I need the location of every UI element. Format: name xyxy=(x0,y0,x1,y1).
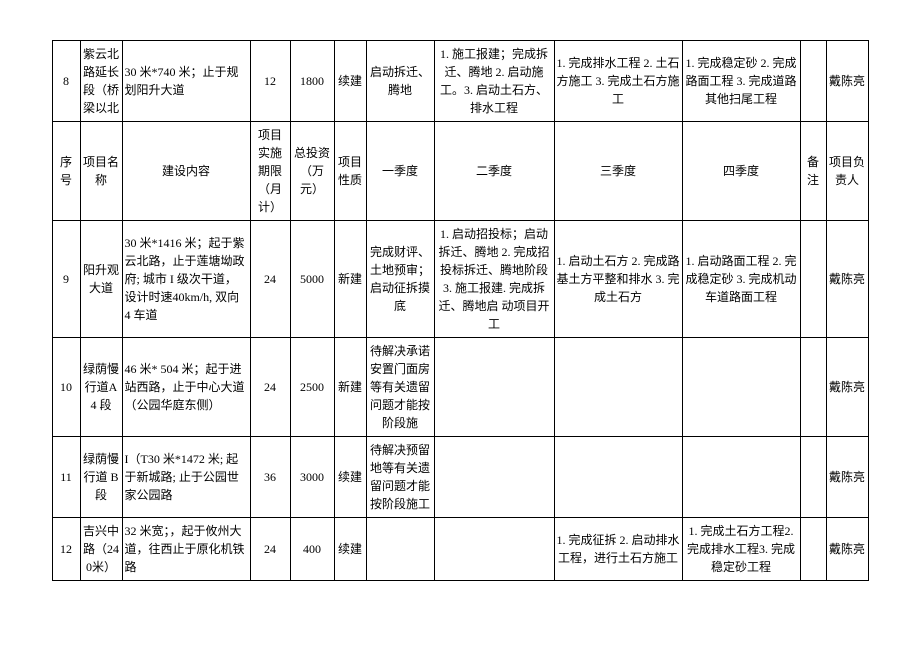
cell-period: 36 xyxy=(250,437,290,518)
cell-q1: 完成财评、土地预审；启动征拆摸底 xyxy=(366,221,434,338)
cell-seq: 8 xyxy=(52,41,80,122)
cell-name: 绿荫慢行道A4 段 xyxy=(80,338,122,437)
cell-q1: 待解决承诺安置门面房等有关遗留问题才能按阶段施 xyxy=(366,338,434,437)
cell-name: 紫云北路延长段（桥梁以北 xyxy=(80,41,122,122)
cell-name: 阳升观大道 xyxy=(80,221,122,338)
header-owner: 项目负责人 xyxy=(826,122,868,221)
cell-invest: 2500 xyxy=(290,338,334,437)
cell-q1: 待解决预留地等有关遗留问题才能按阶段施工 xyxy=(366,437,434,518)
table-header-row: 序号 项目名称 建设内容 项目实施期限（月计） 总投资（万元） 项目性质 一季度… xyxy=(52,122,868,221)
cell-owner: 戴陈亮 xyxy=(826,518,868,581)
cell-period: 12 xyxy=(250,41,290,122)
cell-nature: 续建 xyxy=(334,41,366,122)
cell-period: 24 xyxy=(250,338,290,437)
cell-invest: 400 xyxy=(290,518,334,581)
cell-note xyxy=(800,221,826,338)
project-table: 8 紫云北路延长段（桥梁以北 30 米*740 米；止于规划阳升大道 12 18… xyxy=(52,40,869,581)
header-q1: 一季度 xyxy=(366,122,434,221)
cell-content: 30 米*740 米；止于规划阳升大道 xyxy=(122,41,250,122)
cell-content: 32 米宽；，起于攸州大道，往西止于原化机铁路 xyxy=(122,518,250,581)
header-seq: 序号 xyxy=(52,122,80,221)
table-row: 12 吉兴中路（240米） 32 米宽；，起于攸州大道，往西止于原化机铁路 24… xyxy=(52,518,868,581)
cell-seq: 9 xyxy=(52,221,80,338)
cell-nature: 新建 xyxy=(334,338,366,437)
cell-q2 xyxy=(434,338,554,437)
header-q4: 四季度 xyxy=(682,122,800,221)
header-invest: 总投资（万元） xyxy=(290,122,334,221)
cell-name: 绿荫慢行道 B 段 xyxy=(80,437,122,518)
table-row: 11 绿荫慢行道 B 段 I（T30 米*1472 米; 起于新城路; 止于公园… xyxy=(52,437,868,518)
cell-note xyxy=(800,518,826,581)
header-q3: 三季度 xyxy=(554,122,682,221)
cell-q4: 1. 启动路面工程 2. 完成稳定砂 3. 完成机动车道路面工程 xyxy=(682,221,800,338)
cell-q1 xyxy=(366,518,434,581)
cell-q2 xyxy=(434,518,554,581)
cell-note xyxy=(800,338,826,437)
cell-nature: 续建 xyxy=(334,437,366,518)
cell-q3 xyxy=(554,338,682,437)
cell-content: 46 米* 504 米；起于进站西路，止于中心大道（公园华庭东侧） xyxy=(122,338,250,437)
cell-note xyxy=(800,41,826,122)
cell-q2: 1. 施工报建；完成拆迁、腾地 2. 启动施工。3. 启动土石方、排水工程 xyxy=(434,41,554,122)
header-nature: 项目性质 xyxy=(334,122,366,221)
cell-q4 xyxy=(682,338,800,437)
cell-nature: 新建 xyxy=(334,221,366,338)
cell-q4: 1. 完成稳定砂 2. 完成路面工程 3. 完成道路其他扫尾工程 xyxy=(682,41,800,122)
cell-q2: 1. 启动招投标；启动拆迁、腾地 2. 完成招投标拆迁、腾地阶段 3. 施工报建… xyxy=(434,221,554,338)
cell-seq: 10 xyxy=(52,338,80,437)
cell-q3: 1. 完成排水工程 2. 土石方施工 3. 完成土石方施工 xyxy=(554,41,682,122)
cell-q4 xyxy=(682,437,800,518)
header-q2: 二季度 xyxy=(434,122,554,221)
cell-q3 xyxy=(554,437,682,518)
cell-q3: 1. 启动土石方 2. 完成路基土方平整和排水 3. 完成土石方 xyxy=(554,221,682,338)
cell-seq: 11 xyxy=(52,437,80,518)
table-row: 9 阳升观大道 30 米*1416 米；起于紫云北路，止于莲塘坳政府; 城市 I… xyxy=(52,221,868,338)
cell-q1: 启动拆迁、腾地 xyxy=(366,41,434,122)
cell-period: 24 xyxy=(250,518,290,581)
cell-content: 30 米*1416 米；起于紫云北路，止于莲塘坳政府; 城市 I 级次干道，设计… xyxy=(122,221,250,338)
cell-q2 xyxy=(434,437,554,518)
cell-period: 24 xyxy=(250,221,290,338)
header-name: 项目名称 xyxy=(80,122,122,221)
header-note: 备注 xyxy=(800,122,826,221)
cell-invest: 5000 xyxy=(290,221,334,338)
cell-invest: 1800 xyxy=(290,41,334,122)
cell-q4: 1. 完成土石方工程2. 完成排水工程3. 完成稳定砂工程 xyxy=(682,518,800,581)
cell-owner: 戴陈亮 xyxy=(826,221,868,338)
header-period: 项目实施期限（月计） xyxy=(250,122,290,221)
cell-content: I（T30 米*1472 米; 起于新城路; 止于公园世家公园路 xyxy=(122,437,250,518)
cell-owner: 戴陈亮 xyxy=(826,437,868,518)
cell-invest: 3000 xyxy=(290,437,334,518)
cell-owner: 戴陈亮 xyxy=(826,41,868,122)
table-row: 10 绿荫慢行道A4 段 46 米* 504 米；起于进站西路，止于中心大道（公… xyxy=(52,338,868,437)
cell-name: 吉兴中路（240米） xyxy=(80,518,122,581)
cell-q3: 1. 完成征拆 2. 启动排水工程，进行土石方施工 xyxy=(554,518,682,581)
cell-seq: 12 xyxy=(52,518,80,581)
cell-owner: 戴陈亮 xyxy=(826,338,868,437)
cell-nature: 续建 xyxy=(334,518,366,581)
table-row: 8 紫云北路延长段（桥梁以北 30 米*740 米；止于规划阳升大道 12 18… xyxy=(52,41,868,122)
cell-note xyxy=(800,437,826,518)
header-content: 建设内容 xyxy=(122,122,250,221)
